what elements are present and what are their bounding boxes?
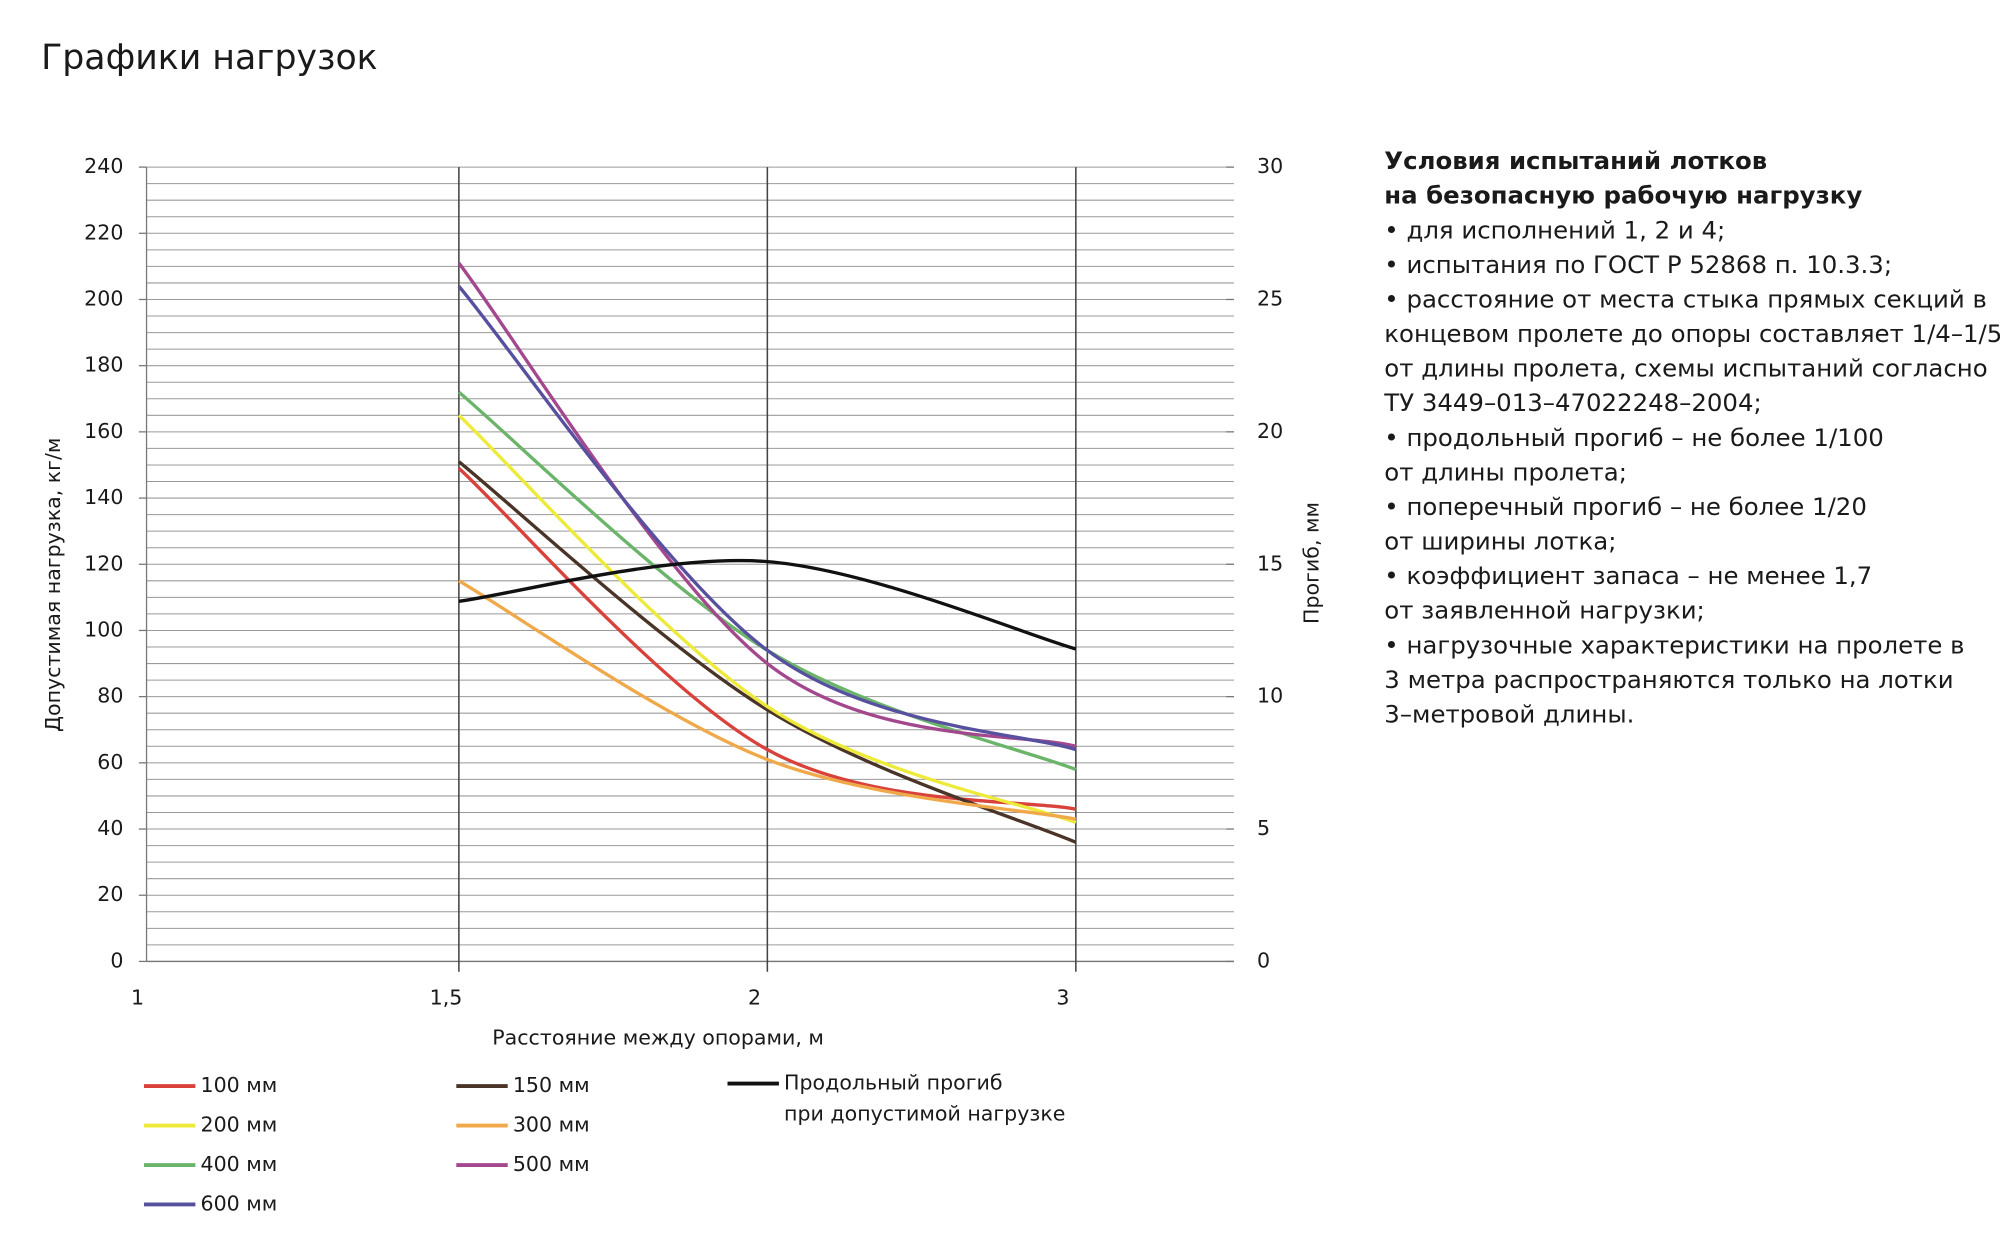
y2-tick-label: 30 bbox=[1257, 154, 1283, 178]
legend-label: 300 мм bbox=[513, 1113, 590, 1137]
x-axis-label: Расстояние между опорами, м bbox=[492, 1026, 824, 1050]
y-tick-label: 60 bbox=[97, 750, 123, 774]
x-tick-label: 1,5 bbox=[430, 986, 463, 1010]
notes-line: • нагрузочные характеристики на пролете … bbox=[1384, 630, 1964, 659]
legend-label: Продольный прогиб при допустимой нагрузке bbox=[784, 1071, 1065, 1126]
legend-label: 400 мм bbox=[201, 1152, 278, 1176]
x-tick-label: 3 bbox=[1056, 986, 1069, 1010]
notes-line: • поперечный прогиб – не более 1/20 bbox=[1384, 492, 1867, 521]
notes-line: • испытания по ГОСТ Р 52868 п. 10.3.3; bbox=[1384, 250, 1892, 279]
legend-label: 150 мм bbox=[513, 1073, 590, 1097]
notes-line: 3 метра распространяются только на лотки bbox=[1384, 665, 1953, 694]
series-line bbox=[458, 558, 1077, 651]
notes-line: 3–метровой длины. bbox=[1384, 699, 1634, 728]
legend-label: 100 мм bbox=[201, 1073, 278, 1097]
notes-line: ТУ 3449–013–47022248–2004; bbox=[1383, 388, 1761, 417]
series-line bbox=[458, 579, 1077, 821]
legend-label: 200 мм bbox=[201, 1113, 278, 1137]
y-tick-label: 180 bbox=[84, 353, 123, 377]
y-tick-label: 220 bbox=[84, 220, 123, 244]
y-tick-label: 240 bbox=[84, 154, 123, 178]
y2-tick-label: 15 bbox=[1257, 551, 1283, 575]
y-tick-label: 20 bbox=[97, 882, 123, 906]
notes-line: от длины пролета; bbox=[1384, 457, 1627, 486]
notes-line: от ширины лотка; bbox=[1384, 527, 1616, 556]
y2-tick-label: 25 bbox=[1257, 286, 1283, 310]
y2-tick-label: 10 bbox=[1257, 684, 1283, 708]
notes-title: на безопасную рабочую нагрузку bbox=[1384, 181, 1862, 210]
notes-title: Условия испытаний лотков bbox=[1384, 146, 1767, 175]
y-tick-label: 0 bbox=[110, 948, 123, 972]
page-title: Графики нагрузок bbox=[41, 38, 377, 78]
notes-line: концевом пролете до опоры составляет 1/4… bbox=[1384, 319, 2000, 348]
series-line bbox=[457, 285, 1077, 752]
x-tick-label: 2 bbox=[748, 986, 761, 1010]
y2-tick-label: 5 bbox=[1257, 816, 1270, 840]
y-tick-label: 80 bbox=[97, 684, 123, 708]
y-tick-label: 120 bbox=[84, 551, 123, 575]
y2-tick-label: 0 bbox=[1257, 948, 1270, 972]
legend-label: 500 мм bbox=[513, 1152, 590, 1176]
series-line bbox=[457, 414, 1077, 824]
series-line bbox=[457, 467, 1077, 811]
notes-line: • коэффициент запаса – не менее 1,7 bbox=[1384, 561, 1872, 590]
notes-line: • для исполнений 1, 2 и 4; bbox=[1384, 215, 1725, 244]
y-tick-label: 200 bbox=[84, 286, 123, 310]
y2-axis-label: Прогиб, мм bbox=[1299, 502, 1323, 624]
y-tick-label: 140 bbox=[84, 485, 123, 509]
series-line bbox=[457, 460, 1077, 844]
y-tick-label: 40 bbox=[97, 816, 123, 840]
x-tick-label: 1 bbox=[131, 986, 144, 1010]
y2-tick-label: 20 bbox=[1257, 419, 1283, 443]
legend-label: 600 мм bbox=[201, 1191, 278, 1215]
notes-line: • расстояние от места стыка прямых секци… bbox=[1384, 285, 1987, 314]
y-tick-label: 100 bbox=[84, 617, 123, 641]
y-tick-label: 160 bbox=[84, 419, 123, 443]
notes-line: от заявленной нагрузки; bbox=[1384, 596, 1704, 625]
series-line bbox=[457, 262, 1077, 748]
notes-line: • продольный прогиб – не более 1/100 bbox=[1384, 423, 1883, 452]
y-axis-label: Допустимая нагрузка, кг/м bbox=[41, 438, 65, 732]
notes-line: от длины пролета, схемы испытаний соглас… bbox=[1384, 354, 1987, 383]
